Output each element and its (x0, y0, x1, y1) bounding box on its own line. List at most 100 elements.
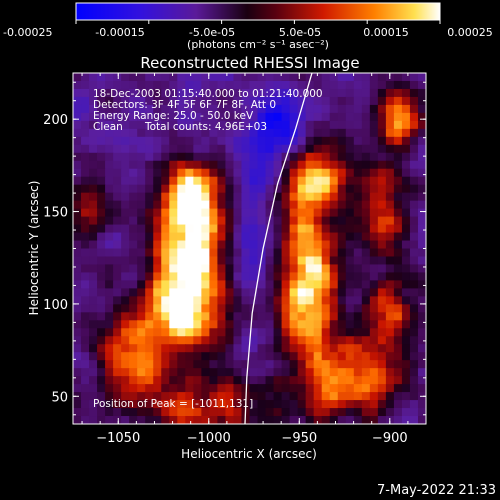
heatmap-cell (273, 160, 283, 170)
heatmap-cell (265, 264, 275, 274)
heatmap-cell (113, 240, 122, 250)
heatmap-cell (393, 136, 403, 146)
heatmap-cell (313, 88, 323, 98)
heatmap-cell (273, 152, 283, 162)
heatmap-cell (241, 248, 251, 258)
heatmap-cell (369, 224, 379, 234)
heatmap-cell (337, 120, 347, 130)
heatmap-cell (345, 408, 355, 417)
heatmap-cell (97, 360, 106, 369)
heatmap-cell (249, 360, 259, 369)
heatmap-cell (305, 384, 315, 393)
heatmap-cell (401, 312, 411, 321)
heatmap-cell (273, 288, 283, 297)
heatmap-cell (417, 272, 426, 282)
heatmap-cell (121, 264, 130, 274)
heatmap-cell (153, 336, 162, 345)
heatmap-cell (409, 408, 419, 417)
heatmap-cell (193, 392, 202, 401)
heatmap-cell (89, 128, 98, 138)
heatmap-cell (329, 224, 339, 234)
heatmap-cell (201, 176, 210, 186)
heatmap-cell (289, 376, 299, 385)
heatmap-cell (401, 352, 411, 361)
heatmap-cell (361, 176, 371, 186)
heatmap-cell (241, 200, 251, 210)
heatmap-cell (369, 280, 379, 289)
heatmap-cell (321, 400, 331, 409)
heatmap-cell (225, 96, 235, 106)
heatmap-cell (297, 312, 307, 321)
heatmap-cell (361, 296, 371, 305)
heatmap-cell (393, 112, 403, 122)
heatmap-cell (297, 248, 307, 258)
heatmap-cell (401, 120, 411, 130)
heatmap-cell (233, 272, 243, 282)
heatmap-cell (89, 248, 98, 258)
heatmap-cell (73, 136, 82, 146)
heatmap-cell (385, 272, 395, 282)
heatmap-cell (329, 384, 339, 393)
heatmap-cell (361, 80, 371, 90)
heatmap-cell (401, 176, 411, 186)
heatmap-cell (209, 128, 219, 138)
y-axis-label: Heliocentric Y (arcsec) (27, 181, 41, 316)
heatmap-cell (297, 216, 307, 226)
heatmap-cell (145, 120, 154, 130)
heatmap-cell (305, 344, 315, 353)
heatmap-cell (81, 104, 90, 114)
heatmap-cell (113, 120, 122, 130)
annotation-peak-position: Position of Peak = [-1011,131] (93, 398, 253, 410)
heatmap-cell (305, 184, 315, 194)
heatmap-cell (169, 80, 178, 90)
heatmap-cell (137, 73, 146, 82)
heatmap-cell (409, 240, 419, 250)
heatmap-cell (185, 216, 194, 226)
heatmap-cell (377, 104, 387, 114)
heatmap-cell (345, 392, 355, 401)
heatmap-cell (401, 152, 411, 162)
heatmap-cell (209, 264, 219, 274)
heatmap-cell (273, 120, 283, 130)
heatmap-cell (161, 248, 170, 258)
heatmap-cell (193, 264, 202, 274)
heatmap-cell (105, 368, 114, 377)
heatmap-cell (241, 192, 251, 202)
heatmap-cell (401, 264, 411, 274)
heatmap-cell (265, 288, 275, 297)
heatmap-cell (209, 232, 219, 242)
heatmap-cell (169, 384, 178, 393)
heatmap-cell (385, 96, 395, 106)
heatmap-cell (105, 312, 114, 321)
heatmap-cell (321, 112, 331, 122)
heatmap-cell (153, 280, 162, 289)
heatmap-cell (241, 264, 251, 274)
heatmap-cell (217, 104, 227, 114)
heatmap-cell (417, 88, 426, 98)
heatmap-cell (305, 112, 315, 122)
heatmap-cell (81, 320, 90, 329)
heatmap-cell (113, 88, 122, 98)
heatmap-cell (113, 416, 122, 424)
heatmap-cell (369, 344, 379, 353)
heatmap-cell (385, 176, 395, 186)
heatmap-cell (193, 336, 202, 345)
heatmap-cell (345, 256, 355, 266)
heatmap-cell (153, 136, 162, 146)
heatmap-cell (369, 112, 379, 122)
heatmap-cell (249, 408, 259, 417)
heatmap-cell (129, 248, 138, 258)
heatmap-cell (329, 144, 339, 154)
heatmap-cell (233, 184, 243, 194)
heatmap-cell (217, 320, 227, 329)
heatmap-cell (385, 224, 395, 234)
heatmap-cell (385, 184, 395, 194)
heatmap-cell (321, 104, 331, 114)
heatmap-cell (185, 312, 194, 321)
heatmap-cell (129, 192, 138, 202)
heatmap-cell (337, 384, 347, 393)
heatmap-cell (409, 248, 419, 258)
heatmap-cell (377, 73, 387, 82)
heatmap-cell (241, 96, 251, 106)
heatmap-cell (313, 408, 323, 417)
